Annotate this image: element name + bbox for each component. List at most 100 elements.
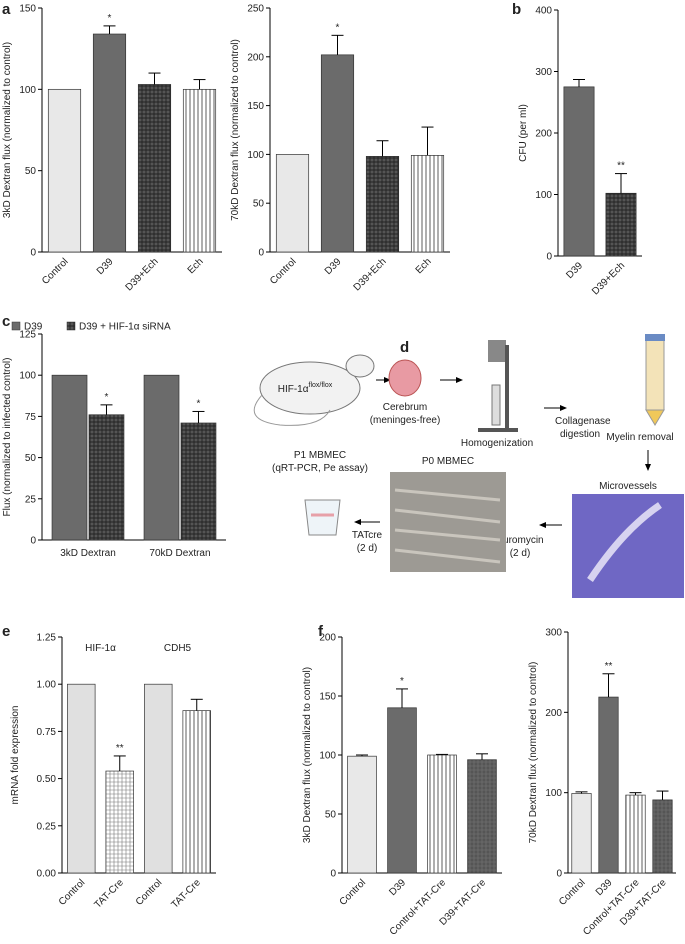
y-tick-label: 100 bbox=[19, 371, 36, 382]
x-tick-label: Ech bbox=[414, 256, 434, 276]
microvessels-image bbox=[572, 494, 684, 598]
panel-label: a bbox=[2, 1, 11, 18]
x-tick-label: Control bbox=[40, 256, 71, 287]
tatcre-label: TATcre bbox=[352, 530, 383, 541]
bar bbox=[467, 759, 497, 874]
x-tick-label: 70kD Dextran bbox=[149, 548, 210, 559]
y-tick-label: 0 bbox=[30, 248, 36, 259]
y-tick-label: 100 bbox=[319, 751, 336, 762]
bar bbox=[605, 192, 637, 257]
y-tick-label: 50 bbox=[253, 199, 265, 210]
y-tick-label: 0.50 bbox=[37, 774, 57, 785]
group-label: CDH5 bbox=[164, 643, 192, 654]
significance: * bbox=[336, 22, 340, 33]
y-tick-label: 100 bbox=[535, 190, 552, 201]
tatcre-label: (2 d) bbox=[357, 543, 378, 554]
y-axis-title: 70kD Dextran flux (normalized to control… bbox=[230, 39, 241, 221]
y-tick-label: 100 bbox=[247, 150, 264, 161]
y-axis-title: CFU (per ml) bbox=[518, 104, 529, 162]
legend-swatch bbox=[11, 321, 21, 331]
y-axis-title: mRNA fold expression bbox=[10, 706, 21, 805]
y-axis-title: Flux (normalized to infected control) bbox=[2, 358, 13, 517]
homogenization-label: Homogenization bbox=[461, 438, 533, 449]
y-tick-label: 0 bbox=[258, 248, 264, 259]
bar bbox=[182, 710, 211, 874]
y-tick-label: 0.00 bbox=[37, 869, 57, 880]
bar bbox=[47, 88, 82, 253]
mouse-icon bbox=[259, 361, 361, 415]
bar bbox=[598, 696, 619, 874]
mouse-label-sup: flox/flox bbox=[309, 382, 333, 389]
y-tick-label: 200 bbox=[319, 633, 336, 644]
x-tick-label: 3kD Dextran bbox=[60, 548, 116, 559]
brain-icon bbox=[388, 359, 422, 397]
mouse-label-main: HIF-1α bbox=[278, 384, 309, 395]
y-tick-label: 250 bbox=[247, 4, 264, 15]
y-tick-label: 125 bbox=[19, 330, 36, 341]
bar bbox=[347, 755, 377, 874]
x-tick-label: D39 bbox=[323, 256, 344, 277]
significance: * bbox=[108, 13, 112, 24]
legend-label: D39 + HIF-1α siRNA bbox=[79, 322, 171, 333]
x-tick-label: D39 bbox=[564, 260, 585, 281]
y-tick-label: 0 bbox=[546, 252, 552, 263]
puromycin-label: (2 d) bbox=[510, 548, 531, 559]
group-label: HIF-1α bbox=[85, 643, 116, 654]
y-axis-title: 3kD Dextran flux (normalized to control) bbox=[302, 667, 313, 843]
y-tick-label: 1.00 bbox=[37, 680, 57, 691]
p1-label: P1 MBMEC bbox=[294, 450, 346, 461]
y-tick-label: 300 bbox=[535, 67, 552, 78]
y-tick-label: 0.25 bbox=[37, 821, 57, 832]
y-tick-label: 50 bbox=[25, 166, 37, 177]
vessel bbox=[587, 502, 662, 582]
panel-label: f bbox=[318, 623, 324, 640]
collagenase-label: digestion bbox=[560, 429, 600, 440]
x-tick-label: D39 bbox=[387, 877, 408, 898]
bar bbox=[387, 707, 417, 874]
panel-label: c bbox=[2, 313, 10, 330]
cells bbox=[394, 488, 501, 564]
y-tick-label: 0.75 bbox=[37, 727, 57, 738]
x-tick-label: D39+Ech bbox=[352, 256, 389, 293]
panel-label: e bbox=[2, 623, 10, 640]
y-tick-label: 0 bbox=[556, 869, 562, 880]
x-tick-label: Control bbox=[268, 256, 299, 287]
panel-label: d bbox=[400, 339, 409, 356]
x-tick-label: Control bbox=[57, 877, 88, 908]
significance: * bbox=[197, 398, 201, 409]
cerebrum-label: (meninges-free) bbox=[370, 415, 441, 426]
y-tick-label: 200 bbox=[247, 52, 264, 63]
x-tick-label: D39 bbox=[95, 256, 116, 277]
bar bbox=[105, 770, 134, 874]
homogenizer-tube bbox=[491, 384, 501, 426]
x-tick-label: Ech bbox=[186, 256, 206, 276]
significance: * bbox=[105, 392, 109, 403]
y-tick-label: 50 bbox=[25, 453, 37, 464]
y-tick-label: 1.25 bbox=[37, 633, 57, 644]
tube-tip bbox=[645, 409, 665, 426]
y-tick-label: 150 bbox=[319, 692, 336, 703]
x-tick-label: TAT-Cre bbox=[169, 877, 203, 911]
puromycin-label: Puromycin bbox=[496, 535, 543, 546]
y-tick-label: 100 bbox=[545, 788, 562, 799]
y-tick-label: 150 bbox=[247, 101, 264, 112]
y-axis-title: 70kD Dextran flux (normalized to control… bbox=[528, 662, 539, 844]
y-tick-label: 150 bbox=[19, 4, 36, 15]
legend-label: D39 bbox=[24, 322, 43, 333]
y-tick-label: 300 bbox=[545, 628, 562, 639]
homogenizer-base bbox=[478, 428, 518, 432]
significance: ** bbox=[116, 743, 124, 754]
x-tick-label: Control bbox=[557, 877, 588, 908]
mouse-tail bbox=[253, 394, 331, 426]
bar bbox=[652, 799, 673, 874]
bar bbox=[320, 54, 355, 253]
p1-label: (qRT-PCR, Pe assay) bbox=[272, 463, 368, 474]
y-tick-label: 0 bbox=[330, 869, 336, 880]
x-tick-label: Control bbox=[338, 877, 369, 908]
bar bbox=[571, 793, 592, 874]
y-tick-label: 200 bbox=[545, 708, 562, 719]
mouse-label: HIF-1αflox/flox bbox=[278, 382, 333, 395]
y-tick-label: 25 bbox=[25, 494, 37, 505]
legend-swatch bbox=[66, 321, 76, 331]
